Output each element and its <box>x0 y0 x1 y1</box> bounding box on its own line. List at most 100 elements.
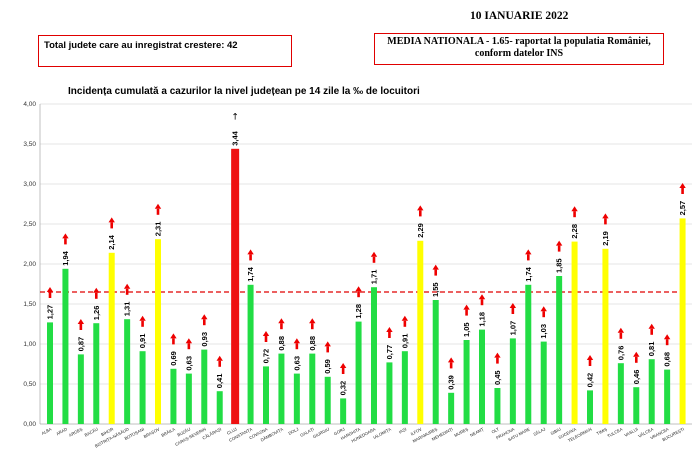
value-label: 0,93 <box>200 332 209 347</box>
category-label: SIBIU <box>550 426 562 436</box>
bar <box>324 376 331 424</box>
bar <box>494 388 501 424</box>
value-label: 2,57 <box>678 201 687 216</box>
category-label: DOLJ <box>288 426 300 435</box>
trend-arrow-shaft <box>94 292 98 299</box>
trend-arrow-shaft <box>141 320 144 327</box>
bar <box>309 353 316 424</box>
trend-arrow <box>463 304 470 310</box>
trend-arrow <box>339 363 347 368</box>
category-label: VASLUI <box>624 426 639 437</box>
trend-arrow-shaft <box>388 332 391 338</box>
trend-arrow-shaft <box>434 269 438 276</box>
bar <box>571 241 578 424</box>
y-tick-label: 2,00 <box>23 261 36 268</box>
trend-arrow <box>93 287 100 293</box>
bar <box>247 284 254 424</box>
trend-arrow <box>633 351 640 357</box>
trend-arrow-shaft <box>634 356 638 363</box>
value-label: 1,74 <box>246 266 255 281</box>
trend-arrow <box>571 206 578 212</box>
trend-arrow-shaft <box>264 336 268 342</box>
value-label: 0,59 <box>323 359 332 374</box>
trend-arrow <box>494 352 501 358</box>
trend-arrow-shaft <box>465 309 468 316</box>
bar <box>77 354 84 424</box>
category-label: MUREȘ <box>453 426 469 438</box>
trend-arrow <box>77 319 85 324</box>
value-label: 0,77 <box>385 345 394 360</box>
trend-arrow <box>216 355 223 361</box>
national-average-line2: conform datelor INS <box>474 48 564 59</box>
value-label: 1,74 <box>524 266 533 281</box>
value-label: 0,87 <box>76 337 85 352</box>
trend-arrow-shaft <box>418 210 422 217</box>
category-label: ALBA <box>41 426 53 436</box>
bar <box>278 353 285 424</box>
trend-arrow <box>648 323 655 329</box>
value-label: 1,55 <box>431 282 440 297</box>
trend-arrow-shaft <box>125 288 129 295</box>
bar <box>556 276 563 424</box>
trend-arrow-shaft <box>511 308 515 314</box>
trend-arrow <box>154 203 162 209</box>
y-tick-label: 1,00 <box>23 341 36 348</box>
trend-arrow <box>309 318 316 324</box>
value-label: 0,63 <box>184 356 193 371</box>
bar <box>155 239 161 424</box>
y-tick-label: 0,50 <box>23 381 36 388</box>
trend-arrow-shaft <box>187 343 191 350</box>
value-label: 1,27 <box>46 305 55 320</box>
trend-arrow <box>602 213 609 219</box>
bar <box>540 341 547 424</box>
category-label: BACĂU <box>84 426 99 437</box>
value-label: 1,18 <box>478 312 487 327</box>
value-label: 0,69 <box>169 351 178 366</box>
counties-increase-text: Total judete care au inregistrat crester… <box>44 40 238 51</box>
trend-arrow-shaft <box>110 222 114 229</box>
bar <box>633 387 640 424</box>
trend-arrow <box>185 338 193 344</box>
bar <box>124 319 131 424</box>
trend-arrow-shaft <box>156 208 160 215</box>
bar <box>509 338 516 424</box>
value-label: 1,05 <box>462 322 471 337</box>
trend-arrow-shaft <box>619 332 623 339</box>
trend-arrow <box>139 315 146 321</box>
category-label: ARGEȘ <box>68 426 83 437</box>
national-average-line1: MEDIA NATIONALA - 1.65- raportat la popu… <box>387 36 651 47</box>
trend-arrow-shaft <box>496 357 499 364</box>
bar <box>587 390 593 424</box>
value-label: 0,63 <box>292 356 301 371</box>
trend-arrow <box>247 249 254 255</box>
bar <box>664 369 671 424</box>
category-label: IAȘI <box>398 426 407 434</box>
bar <box>139 351 146 424</box>
trend-arrow <box>447 357 455 363</box>
trend-arrow-shaft <box>403 320 407 327</box>
bar <box>617 363 624 424</box>
value-label: 1,28 <box>354 304 363 319</box>
bar <box>201 349 208 424</box>
trend-arrow-shaft <box>280 323 283 330</box>
trend-arrow <box>355 286 362 292</box>
trend-arrow <box>262 331 270 336</box>
trend-arrow-shaft <box>526 254 530 261</box>
trend-arrow-shaft <box>542 311 546 318</box>
category-label: ARAD <box>55 426 68 436</box>
category-label: BRĂILA <box>160 426 176 438</box>
bar <box>263 366 269 424</box>
category-label: ILFOV <box>410 426 423 436</box>
trend-arrow-shaft <box>372 256 376 263</box>
trend-arrow <box>525 249 532 255</box>
y-tick-label: 3,50 <box>23 141 36 148</box>
trend-arrow <box>170 333 177 339</box>
trend-arrow: → <box>231 112 241 120</box>
trend-arrow-shaft <box>681 188 684 194</box>
bar <box>648 359 655 424</box>
trend-arrow <box>46 287 54 292</box>
bar <box>93 323 100 424</box>
trend-arrow-shaft <box>310 323 314 330</box>
value-label: 0,88 <box>277 336 286 351</box>
value-label: 1,94 <box>61 250 70 265</box>
